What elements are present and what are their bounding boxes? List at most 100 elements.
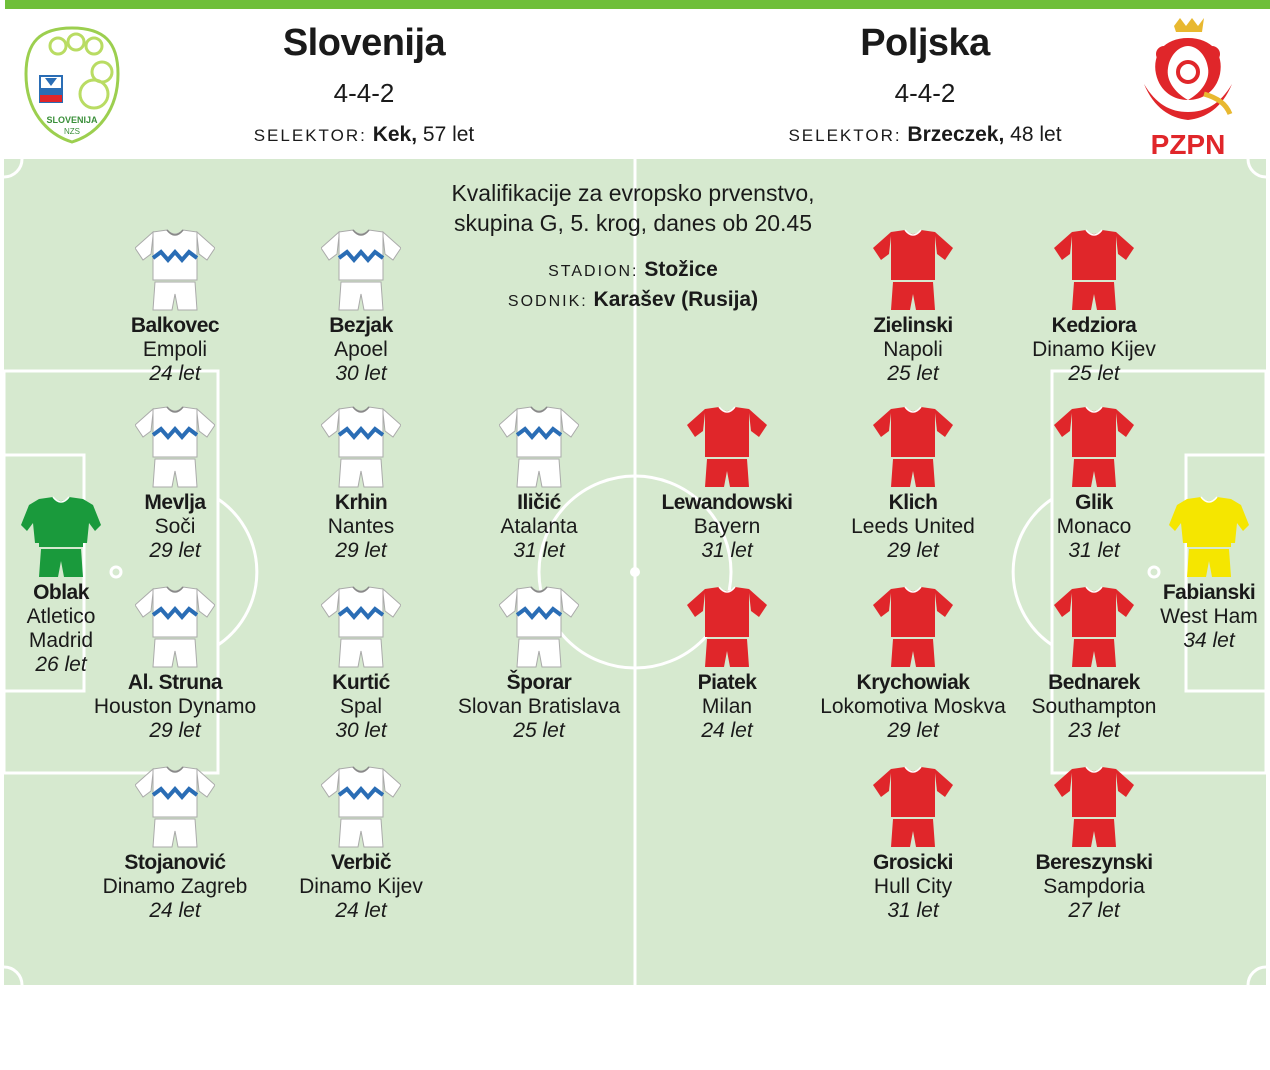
- player-age: 24 let: [335, 899, 387, 922]
- player-card: Fabianski West Ham 34 let: [1089, 495, 1270, 653]
- player-name: Iličić: [517, 491, 561, 514]
- player-club: Monaco: [1056, 515, 1132, 538]
- kit-shirt-icon: [241, 585, 481, 669]
- kit-shirt-icon: [241, 228, 481, 312]
- player-name: Al. Struna: [127, 671, 223, 694]
- player-club: Atletico Madrid: [26, 605, 96, 652]
- player-name: Kurtić: [332, 671, 390, 694]
- away-coach: SELEKTOR: Brzeczek, 48 let: [715, 123, 1135, 147]
- kit-shirt-icon: [419, 405, 659, 489]
- player-club: Hull City: [873, 875, 953, 898]
- player-age: 30 let: [335, 719, 387, 742]
- player-name: Fabianski: [1162, 581, 1256, 604]
- player-name: Kedziora: [1051, 314, 1137, 337]
- kit-shirt-icon: [55, 405, 295, 489]
- away-coach-age: 48 let: [1010, 123, 1062, 146]
- player-name: Verbič: [330, 851, 392, 874]
- player-card: Klich Leeds United 29 let: [793, 405, 1033, 563]
- referee-name: Karašev (Rusija): [593, 288, 759, 311]
- player-card: Oblak Atletico Madrid 26 let: [0, 495, 181, 677]
- player-age: 27 let: [1068, 899, 1120, 922]
- player-card: Balkovec Empoli 24 let: [55, 228, 295, 386]
- player-club: Bayern: [693, 515, 761, 538]
- player-name: Mevlja: [144, 491, 206, 514]
- kit-shirt-icon: [241, 405, 481, 489]
- player-club: Dinamo Kijev: [299, 875, 423, 898]
- kit-shirt-icon: [974, 405, 1214, 489]
- player-club: Spal: [339, 695, 383, 718]
- player-card: Glik Monaco 31 let: [974, 405, 1214, 563]
- player-age: 25 let: [1068, 362, 1120, 385]
- player-name: Glik: [1075, 491, 1113, 514]
- match-competition: Kvalifikacije za evropsko prvenstvo,: [451, 180, 815, 206]
- player-club: Dinamo Kijev: [1032, 338, 1156, 361]
- player-club: Nantes: [327, 515, 395, 538]
- kit-shirt-icon: [974, 765, 1214, 849]
- kit-shirt-icon: [1089, 495, 1270, 579]
- away-team-name: Poljska: [860, 22, 990, 64]
- kit-shirt-icon: [419, 585, 659, 669]
- player-name: Bednarek: [1048, 671, 1140, 694]
- player-name: Zielinski: [873, 314, 953, 337]
- home-formation: 4-4-2: [333, 78, 395, 108]
- kit-shirt-icon: [55, 585, 295, 669]
- kit-shirt-icon: [0, 495, 181, 579]
- player-name: Stojanović: [124, 851, 226, 874]
- player-age: 26 let: [35, 653, 87, 676]
- player-club: Sampdoria: [1043, 875, 1145, 898]
- player-name: Grosicki: [872, 851, 954, 874]
- player-club: Slovan Bratislava: [457, 695, 621, 718]
- player-club: Lokomotiva Moskva: [820, 695, 1006, 718]
- player-age: 31 let: [513, 539, 565, 562]
- player-card: Iličić Atalanta 31 let: [419, 405, 659, 563]
- kit-shirt-icon: [793, 585, 1033, 669]
- player-club: Atalanta: [500, 515, 578, 538]
- home-coach-label: SELEKTOR:: [253, 126, 367, 145]
- kit-shirt-icon: [974, 228, 1214, 312]
- match-info: Kvalifikacije za evropsko prvenstvo, sku…: [333, 178, 933, 238]
- player-age: 29 let: [887, 539, 939, 562]
- player-card: Šporar Slovan Bratislava 25 let: [419, 585, 659, 743]
- player-card: Bereszynski Sampdoria 27 let: [974, 765, 1214, 923]
- player-age: 29 let: [887, 719, 939, 742]
- player-card: Kurtić Spal 30 let: [241, 585, 481, 743]
- player-age: 31 let: [1068, 539, 1120, 562]
- kit-shirt-icon: [55, 765, 295, 849]
- player-name: Šporar: [506, 671, 572, 694]
- player-club: Napoli: [883, 338, 943, 361]
- match-details: skupina G, 5. krog, danes ob 20.45: [453, 210, 813, 236]
- kit-shirt-icon: [974, 585, 1214, 669]
- stadium-label: STADION:: [548, 263, 639, 280]
- player-card: Grosicki Hull City 31 let: [793, 765, 1033, 923]
- player-name: Krychowiak: [856, 671, 970, 694]
- stadium-line: STADION: Stožice: [333, 256, 933, 286]
- away-coach-label: SELEKTOR:: [788, 126, 902, 145]
- home-coach: SELEKTOR: Kek, 57 let: [154, 123, 574, 147]
- match-meta: STADION: Stožice SODNIK: Karašev (Rusija…: [333, 256, 933, 316]
- player-age: 30 let: [335, 362, 387, 385]
- player-card: Bednarek Southampton 23 let: [974, 585, 1214, 743]
- kit-shirt-icon: [793, 765, 1033, 849]
- player-age: 29 let: [335, 539, 387, 562]
- player-name: Lewandowski: [661, 491, 793, 514]
- away-formation: 4-4-2: [894, 78, 956, 108]
- referee-line: SODNIK: Karašev (Rusija): [333, 286, 933, 316]
- kit-shirt-icon: [793, 228, 1033, 312]
- player-age: 29 let: [149, 539, 201, 562]
- player-card: Stojanović Dinamo Zagreb 24 let: [55, 765, 295, 923]
- player-club: Milan: [701, 695, 753, 718]
- player-card: Kedziora Dinamo Kijev 25 let: [974, 228, 1214, 386]
- player-age: 24 let: [149, 899, 201, 922]
- player-club: Leeds United: [851, 515, 975, 538]
- player-card: Lewandowski Bayern 31 let: [607, 405, 847, 563]
- slovenia-logo-sub: NZS: [64, 127, 80, 136]
- player-card: Mevlja Soči 29 let: [55, 405, 295, 563]
- player-card: Zielinski Napoli 25 let: [793, 228, 1033, 386]
- player-club: Houston Dynamo: [93, 695, 257, 718]
- player-name: Bezjak: [329, 314, 393, 337]
- player-age: 31 let: [701, 539, 753, 562]
- home-coach-name: Kek,: [372, 123, 418, 146]
- kit-shirt-icon: [241, 765, 481, 849]
- player-card: Krhin Nantes 29 let: [241, 405, 481, 563]
- home-coach-age: 57 let: [422, 123, 475, 146]
